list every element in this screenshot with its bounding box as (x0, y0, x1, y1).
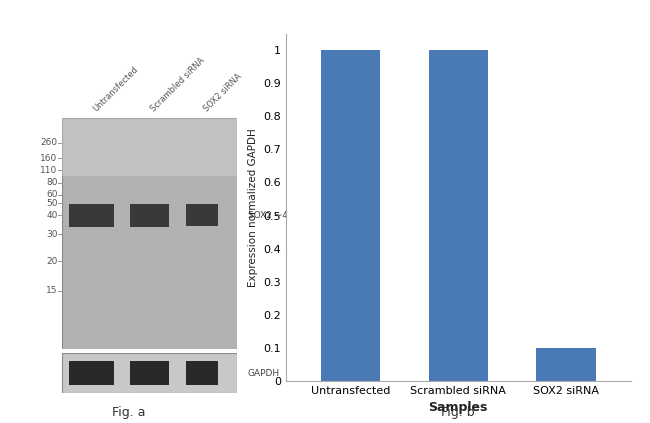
Bar (130, 361, 169, 385)
X-axis label: Samples: Samples (428, 401, 488, 414)
Text: 60: 60 (46, 190, 57, 200)
Text: Fig. a: Fig. a (112, 406, 145, 419)
Text: GAPDH: GAPDH (248, 369, 280, 378)
Text: Fig. b: Fig. b (441, 406, 475, 419)
Text: 15: 15 (46, 286, 57, 295)
Text: SOX2 siRNA: SOX2 siRNA (202, 72, 244, 114)
Bar (69, 204, 114, 227)
Y-axis label: Expression normalized GAPDH: Expression normalized GAPDH (248, 128, 258, 287)
Text: 20: 20 (46, 257, 57, 266)
Text: SOX2 ~40 kDa: SOX2 ~40 kDa (248, 211, 314, 220)
Bar (187, 361, 218, 385)
Bar (536, 348, 595, 381)
Text: 110: 110 (40, 166, 57, 175)
Bar (62, 118, 237, 176)
Bar (130, 204, 169, 227)
Text: Scrambled siRNA: Scrambled siRNA (150, 56, 207, 114)
Text: 260: 260 (40, 138, 57, 147)
Bar (69, 361, 114, 385)
Text: 30: 30 (46, 230, 57, 239)
Text: 50: 50 (46, 199, 57, 208)
Text: 160: 160 (40, 154, 57, 162)
Bar (428, 50, 488, 381)
Text: Untransfected: Untransfected (92, 65, 140, 114)
Text: 80: 80 (46, 178, 57, 187)
Bar (321, 50, 380, 381)
Text: 40: 40 (46, 211, 57, 220)
Bar (187, 204, 218, 226)
